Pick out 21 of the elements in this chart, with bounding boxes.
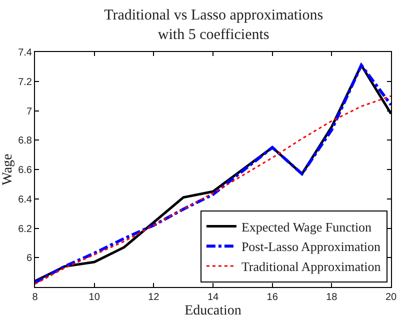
y-tick-label: 6.4 [18,194,32,206]
chart-title: Traditional vs Lasso approximations with 5 coefficients [104,7,324,43]
y-tick-label: 6.6 [18,165,32,176]
x-tick-label: 12 [148,292,160,303]
x-tick-label: 18 [326,292,338,303]
y-tick-label: 6 [26,253,32,264]
legend-label: Expected Wage Function [241,219,372,234]
x-tick-label: 20 [385,292,397,303]
legend-label: Post-Lasso Approximation [241,239,381,254]
y-tick-label: 7 [26,106,32,118]
x-tick-label: 8 [32,292,38,303]
x-axis-title: Education [184,303,242,318]
y-axis-title: Wage [0,154,16,186]
x-tick-label: 14 [207,292,219,303]
y-tick-label: 7.4 [18,48,32,58]
x-tick-label: 10 [88,292,100,303]
legend-label: Traditional Approximation [241,259,382,274]
y-tick-label: 7.2 [18,76,32,88]
x-tick-label: 16 [266,292,278,303]
y-tick-label: 6.8 [18,136,32,147]
y-tick-label: 6.2 [18,224,32,235]
